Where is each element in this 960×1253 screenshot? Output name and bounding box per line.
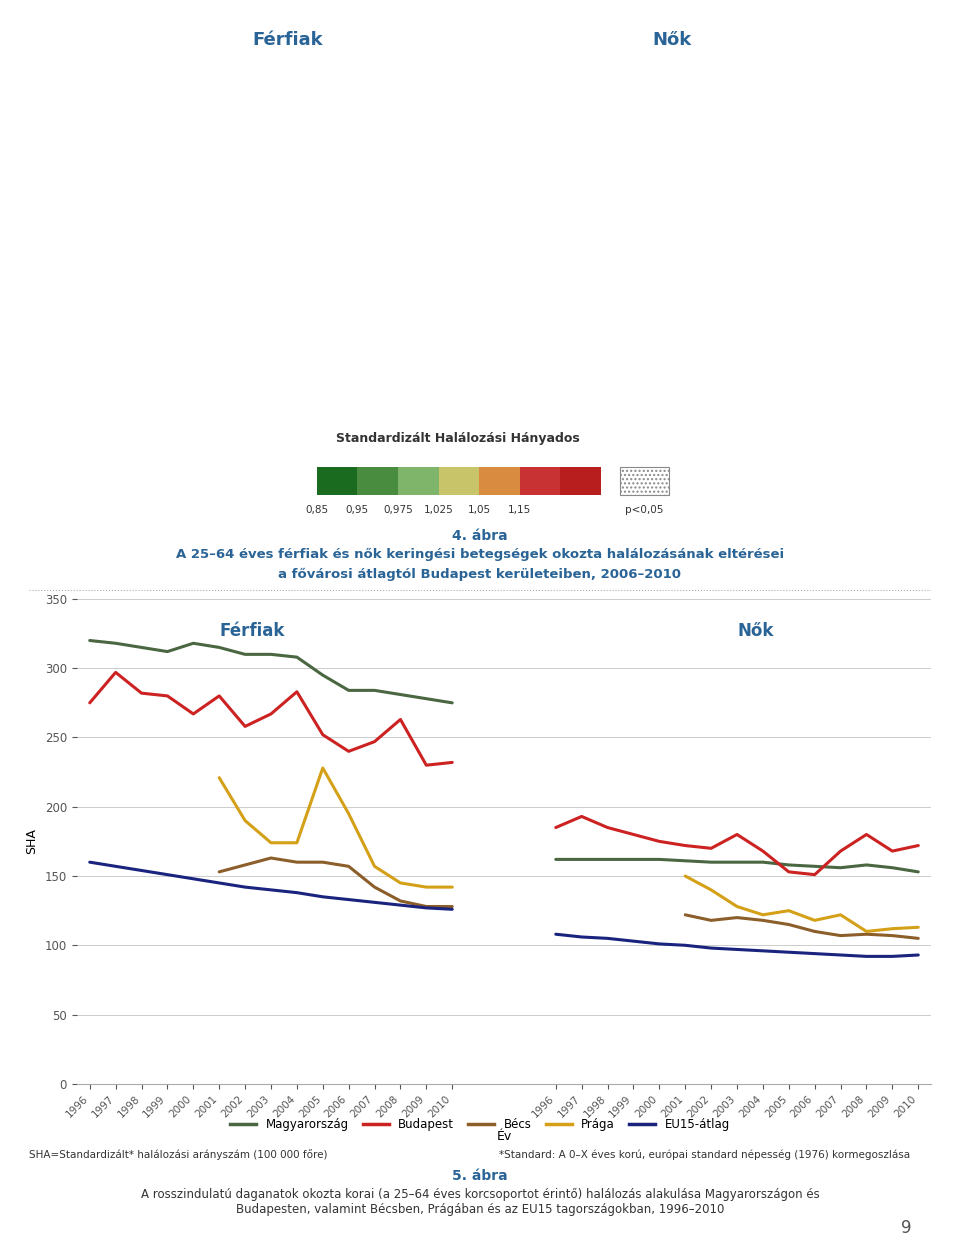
Text: 5. ábra: 5. ábra xyxy=(452,1169,508,1183)
Text: 4. ábra: 4. ábra xyxy=(452,529,508,543)
Text: 1,025: 1,025 xyxy=(423,505,453,515)
Text: BUDAPEST EGÉSZSÉGTERV 2012: BUDAPEST EGÉSZSÉGTERV 2012 xyxy=(38,1215,292,1230)
X-axis label: Év: Év xyxy=(496,1130,512,1144)
Text: A rosszindulatú daganatok okozta korai (a 25–64 éves korcsoportot érintő) halálo: A rosszindulatú daganatok okozta korai (… xyxy=(140,1188,820,1200)
Text: SHA=Standardizált* halálozási arányszám (100 000 főre): SHA=Standardizált* halálozási arányszám … xyxy=(29,1149,327,1160)
Text: Nők: Nők xyxy=(653,31,691,49)
Text: Standardizált Halálozási Hányados: Standardizált Halálozási Hányados xyxy=(336,432,580,445)
Text: a fővárosi átlagtól Budapest kerületeiben, 2006–2010: a fővárosi átlagtól Budapest kerületeibe… xyxy=(278,568,682,580)
Text: 0,975: 0,975 xyxy=(383,505,413,515)
Text: A 25–64 éves férfiak és nők keringési betegségek okozta halálozásának eltérései: A 25–64 éves férfiak és nők keringési be… xyxy=(176,548,784,560)
Text: Férfiak: Férfiak xyxy=(219,621,284,640)
Text: Férfiak: Férfiak xyxy=(252,31,324,49)
Text: p<0,05: p<0,05 xyxy=(625,505,663,515)
Text: *Standard: A 0–X éves korú, európai standard népesség (1976) kormegoszlása: *Standard: A 0–X éves korú, európai stan… xyxy=(499,1149,910,1159)
Text: Budapesten, valamint Bécsben, Prágában és az EU15 tagországokban, 1996–2010: Budapesten, valamint Bécsben, Prágában é… xyxy=(236,1203,724,1215)
Text: 0,95: 0,95 xyxy=(346,505,369,515)
Legend: Magyarország, Budapest, Bécs, Prága, EU15-átlag: Magyarország, Budapest, Bécs, Prága, EU1… xyxy=(226,1114,734,1135)
Text: Nők: Nők xyxy=(737,621,774,640)
Text: 1,05: 1,05 xyxy=(468,505,491,515)
Y-axis label: SHA: SHA xyxy=(25,828,37,855)
Text: 1,15: 1,15 xyxy=(508,505,532,515)
Text: 9: 9 xyxy=(901,1219,912,1237)
Text: 0,85: 0,85 xyxy=(305,505,328,515)
